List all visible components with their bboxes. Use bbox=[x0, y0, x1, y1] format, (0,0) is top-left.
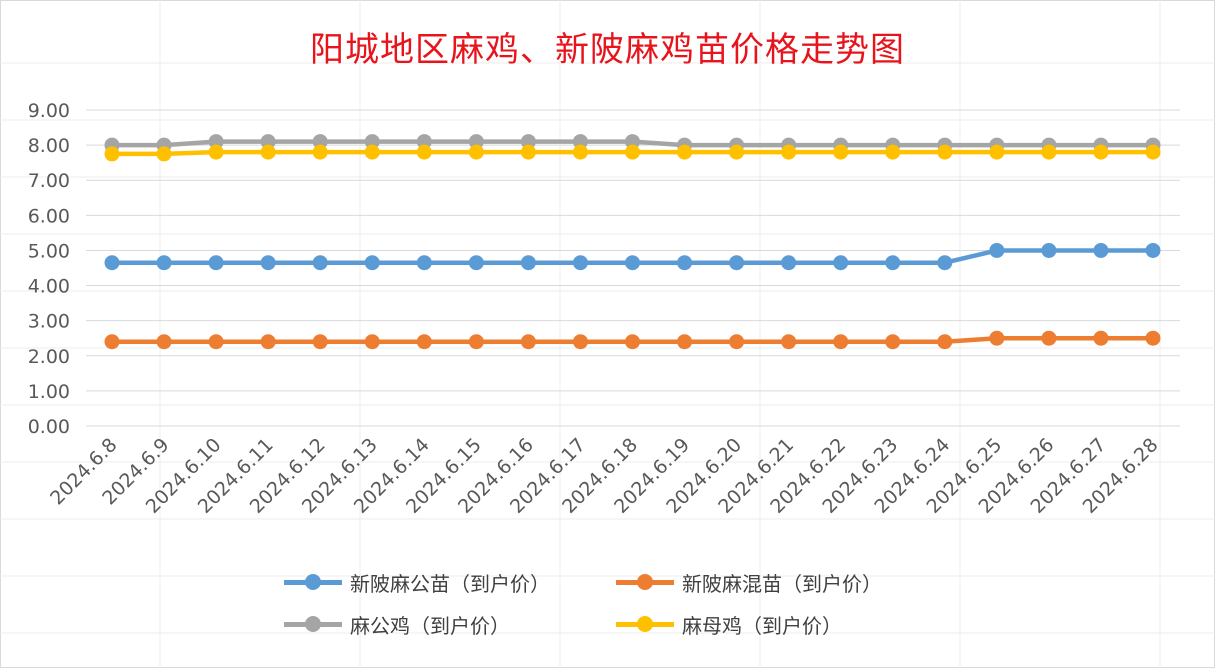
data-point-series-4 bbox=[729, 144, 745, 160]
legend-label-series-2: 新陂麻混苗（到户价） bbox=[682, 571, 882, 596]
data-point-series-2 bbox=[1093, 330, 1109, 346]
data-point-series-4 bbox=[208, 144, 224, 160]
y-tick-label: 1.00 bbox=[28, 381, 70, 403]
data-point-series-4 bbox=[781, 144, 797, 160]
data-point-series-1 bbox=[1093, 242, 1109, 258]
legend-swatch-series-3 bbox=[284, 610, 342, 638]
y-tick-label: 7.00 bbox=[28, 170, 70, 192]
data-point-series-1 bbox=[937, 255, 953, 271]
data-point-series-4 bbox=[677, 144, 693, 160]
data-point-series-2 bbox=[833, 334, 849, 350]
data-point-series-3 bbox=[625, 134, 640, 150]
data-point-series-4 bbox=[416, 144, 432, 160]
data-point-series-2 bbox=[312, 334, 328, 350]
legend-swatch-series-2 bbox=[616, 568, 674, 596]
data-point-series-4 bbox=[312, 144, 328, 160]
data-point-series-4 bbox=[1041, 144, 1057, 160]
data-point-series-2 bbox=[572, 334, 588, 350]
data-point-series-1 bbox=[312, 255, 328, 271]
data-point-series-3 bbox=[572, 134, 588, 150]
data-point-series-1 bbox=[260, 255, 276, 271]
y-tick-label: 9.00 bbox=[28, 100, 70, 122]
data-point-series-1 bbox=[1041, 242, 1057, 258]
data-point-series-1 bbox=[520, 255, 536, 271]
data-point-series-4 bbox=[937, 144, 953, 160]
data-point-series-3 bbox=[312, 134, 328, 150]
y-tick-label: 5.00 bbox=[28, 240, 70, 262]
data-point-series-2 bbox=[625, 334, 640, 350]
data-point-series-3 bbox=[520, 134, 536, 150]
data-point-series-1 bbox=[1145, 242, 1161, 258]
data-point-series-4 bbox=[520, 144, 536, 160]
data-point-series-2 bbox=[729, 334, 745, 350]
data-point-series-1 bbox=[156, 255, 172, 271]
data-point-series-4 bbox=[885, 144, 901, 160]
data-point-series-3 bbox=[416, 134, 432, 150]
data-point-series-1 bbox=[781, 255, 797, 271]
data-point-series-4 bbox=[625, 144, 640, 160]
data-point-series-4 bbox=[572, 144, 588, 160]
data-point-series-4 bbox=[1093, 144, 1109, 160]
data-point-series-2 bbox=[364, 334, 380, 350]
data-point-series-2 bbox=[885, 334, 901, 350]
data-point-series-2 bbox=[156, 334, 172, 350]
y-tick-label: 8.00 bbox=[28, 135, 70, 157]
data-point-series-1 bbox=[572, 255, 588, 271]
y-tick-label: 4.00 bbox=[28, 276, 70, 298]
data-point-series-1 bbox=[208, 255, 224, 271]
legend-item-series-3: 麻公鸡（到户价） bbox=[284, 610, 510, 638]
legend-label-series-1: 新陂麻公苗（到户价） bbox=[350, 571, 550, 596]
data-point-series-2 bbox=[937, 334, 953, 350]
legend-item-series-2: 新陂麻混苗（到户价） bbox=[616, 568, 882, 596]
data-point-series-4 bbox=[833, 144, 849, 160]
data-point-series-3 bbox=[468, 134, 484, 150]
data-point-series-2 bbox=[781, 334, 797, 350]
data-point-series-2 bbox=[208, 334, 224, 350]
chart-title: 阳城地区麻鸡、新陂麻鸡苗价格走势图 bbox=[310, 30, 905, 70]
data-point-series-4 bbox=[468, 144, 484, 160]
data-point-series-2 bbox=[677, 334, 693, 350]
legend-swatch-series-1 bbox=[284, 568, 342, 596]
data-point-series-1 bbox=[677, 255, 693, 271]
legend-swatch-series-4 bbox=[616, 610, 674, 638]
legend-item-series-4: 麻母鸡（到户价） bbox=[616, 610, 842, 638]
data-point-series-1 bbox=[989, 242, 1005, 258]
data-point-series-4 bbox=[156, 146, 172, 162]
legend-item-series-1: 新陂麻公苗（到户价） bbox=[284, 568, 550, 596]
data-point-series-1 bbox=[885, 255, 901, 271]
data-point-series-1 bbox=[104, 255, 120, 271]
data-point-series-1 bbox=[625, 255, 640, 271]
data-point-series-4 bbox=[1145, 144, 1161, 160]
data-point-series-3 bbox=[260, 134, 276, 150]
data-point-series-1 bbox=[468, 255, 484, 271]
data-point-series-2 bbox=[104, 334, 120, 350]
data-point-series-2 bbox=[416, 334, 432, 350]
data-point-series-4 bbox=[989, 144, 1005, 160]
data-point-series-1 bbox=[729, 255, 745, 271]
y-tick-label: 3.00 bbox=[28, 311, 70, 333]
data-point-series-4 bbox=[260, 144, 276, 160]
data-point-series-2 bbox=[520, 334, 536, 350]
y-tick-label: 2.00 bbox=[28, 346, 70, 368]
data-point-series-2 bbox=[468, 334, 484, 350]
data-point-series-1 bbox=[364, 255, 380, 271]
data-point-series-2 bbox=[260, 334, 276, 350]
data-point-series-4 bbox=[364, 144, 380, 160]
data-point-series-2 bbox=[1145, 330, 1161, 346]
data-point-series-4 bbox=[104, 146, 120, 162]
data-point-series-3 bbox=[364, 134, 380, 150]
data-point-series-1 bbox=[833, 255, 849, 271]
legend-label-series-4: 麻母鸡（到户价） bbox=[682, 613, 842, 638]
y-tick-label: 6.00 bbox=[28, 205, 70, 227]
data-point-series-1 bbox=[416, 255, 432, 271]
data-point-series-2 bbox=[989, 330, 1005, 346]
y-tick-label: 0.00 bbox=[28, 416, 70, 438]
data-point-series-3 bbox=[208, 134, 224, 150]
data-point-series-2 bbox=[1041, 330, 1057, 346]
legend-label-series-3: 麻公鸡（到户价） bbox=[350, 613, 510, 638]
